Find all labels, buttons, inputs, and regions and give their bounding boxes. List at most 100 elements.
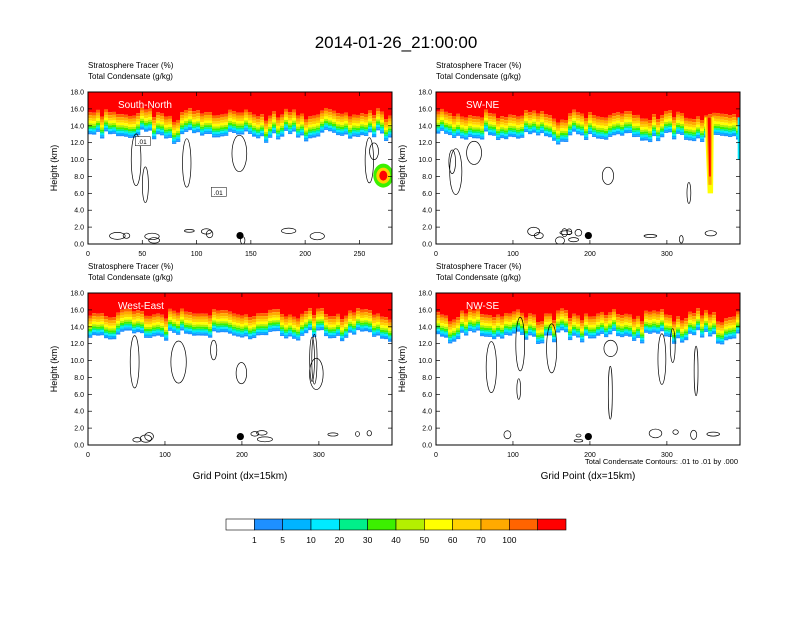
tracer-cell bbox=[284, 111, 289, 115]
tracer-cell bbox=[192, 128, 197, 130]
tracer-cell bbox=[372, 331, 377, 334]
tracer-cell bbox=[188, 312, 193, 316]
tracer-cell bbox=[600, 92, 605, 117]
tracer-cell bbox=[240, 318, 245, 322]
tracer-cell bbox=[500, 134, 505, 137]
tracer-cell bbox=[384, 127, 389, 131]
tracer-cell bbox=[708, 314, 713, 318]
tracer-cell bbox=[364, 114, 369, 117]
tracer-cell bbox=[536, 330, 541, 334]
tracer-cell bbox=[700, 326, 705, 329]
condensate-contour bbox=[561, 228, 568, 237]
tracer-cell bbox=[196, 319, 201, 322]
tracer-cell bbox=[660, 320, 665, 323]
tracer-cell bbox=[672, 117, 677, 121]
tracer-cell bbox=[456, 320, 461, 324]
tracer-cell bbox=[496, 333, 501, 336]
tracer-cell bbox=[504, 123, 509, 126]
tracer-cell bbox=[480, 130, 485, 133]
tracer-cell bbox=[212, 132, 217, 135]
tracer-cell bbox=[736, 328, 740, 331]
tracer-cell bbox=[688, 131, 693, 134]
condensate-contour bbox=[148, 237, 161, 244]
tracer-cell bbox=[732, 134, 737, 137]
tracer-cell bbox=[456, 325, 461, 329]
tracer-cell bbox=[328, 126, 333, 128]
tracer-cell bbox=[532, 92, 537, 111]
tracer-cell bbox=[608, 120, 613, 124]
tracer-cell bbox=[588, 333, 593, 336]
tracer-cell bbox=[724, 329, 729, 332]
tracer-cell bbox=[188, 116, 193, 120]
tracer-cell bbox=[140, 122, 145, 125]
condensate-contour bbox=[527, 226, 541, 236]
tracer-cell bbox=[312, 326, 317, 329]
tracer-cell bbox=[632, 131, 637, 134]
tracer-cell bbox=[268, 293, 273, 310]
tracer-cell bbox=[384, 132, 389, 135]
tracer-cell bbox=[148, 114, 153, 118]
tracer-cell bbox=[388, 330, 392, 333]
tracer-cell bbox=[572, 109, 577, 113]
tracer-cell bbox=[364, 130, 369, 133]
tracer-cell bbox=[156, 129, 161, 131]
tracer-cell bbox=[320, 125, 325, 128]
tracer-cell bbox=[364, 293, 369, 310]
tracer-cell bbox=[264, 316, 269, 320]
tracer-cell bbox=[204, 313, 209, 317]
tracer-cell bbox=[224, 134, 229, 136]
tracer-cell bbox=[128, 328, 133, 331]
tracer-cell bbox=[172, 323, 177, 327]
tracer-cell bbox=[656, 92, 661, 120]
tracer-cell bbox=[628, 126, 633, 128]
tracer-cell bbox=[304, 127, 309, 131]
tracer-cell bbox=[452, 131, 457, 133]
tracer-cell bbox=[660, 324, 665, 327]
tracer-cell bbox=[208, 130, 213, 133]
x-tick-label: 200 bbox=[584, 251, 596, 258]
tracer-cell bbox=[488, 331, 493, 334]
tracer-cell bbox=[240, 120, 245, 124]
tracer-cell bbox=[512, 128, 517, 131]
tracer-cell bbox=[220, 321, 225, 324]
tracer-cell bbox=[664, 110, 669, 114]
tracer-cell bbox=[512, 115, 517, 119]
tracer-cell bbox=[284, 324, 289, 328]
condensate-contour bbox=[686, 181, 692, 204]
tracer-cell bbox=[196, 113, 201, 117]
tracer-cell bbox=[588, 112, 593, 116]
tracer-cell bbox=[652, 327, 657, 330]
tracer-cell bbox=[672, 327, 677, 331]
tracer-cell bbox=[560, 132, 565, 136]
tracer-cell bbox=[276, 130, 281, 133]
tracer-cell bbox=[388, 126, 392, 129]
tracer-cell bbox=[576, 125, 581, 128]
tracer-cell bbox=[668, 317, 673, 321]
tracer-cell bbox=[556, 122, 561, 126]
tracer-cell bbox=[216, 310, 221, 314]
tracer-cell bbox=[512, 123, 517, 127]
colorbar-swatch bbox=[225, 518, 255, 531]
y-tick-label: 12.0 bbox=[70, 341, 84, 348]
tracer-cell bbox=[276, 137, 281, 140]
tracer-cell bbox=[668, 123, 673, 126]
tracer-cell bbox=[224, 92, 229, 114]
condensate-contour bbox=[182, 138, 192, 188]
tracer-cell bbox=[592, 322, 597, 325]
tracer-cell bbox=[160, 327, 165, 331]
tracer-cell bbox=[296, 318, 301, 322]
tracer-cell bbox=[180, 112, 185, 116]
tracer-cell bbox=[220, 310, 225, 314]
tracer-cell bbox=[88, 326, 93, 329]
tracer-cell bbox=[132, 132, 137, 135]
tracer-cell bbox=[464, 330, 469, 333]
tracer-cell bbox=[232, 293, 237, 314]
tracer-cell bbox=[512, 130, 517, 133]
tracer-cell bbox=[264, 319, 269, 322]
tracer-cell bbox=[472, 129, 477, 132]
tracer-cell bbox=[236, 125, 241, 128]
tracer-cell bbox=[592, 336, 597, 339]
tracer-cell bbox=[284, 119, 289, 123]
tracer-cell bbox=[584, 131, 589, 134]
tracer-cell bbox=[264, 131, 269, 134]
